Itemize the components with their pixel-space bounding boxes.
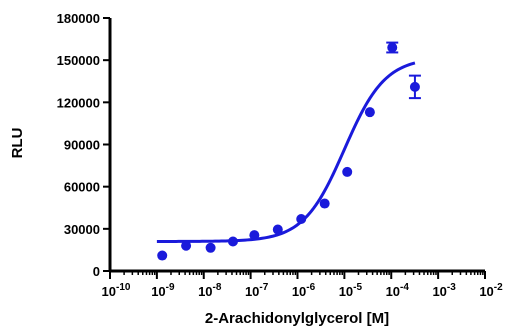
x-tick-label: 10-4: [386, 282, 410, 299]
x-axis-title: 2-Arachidonylglycerol [M]: [205, 310, 389, 327]
x-tick-base: 10: [386, 284, 400, 299]
data-point: [272, 224, 283, 235]
x-tick-base: 10: [292, 284, 306, 299]
data-point: [205, 242, 216, 253]
x-tick-exponent: -8: [213, 282, 222, 293]
y-tick-group: 0 30000 60000 90000 120000 150000 180000: [57, 11, 110, 279]
data-point: [227, 236, 238, 247]
x-tick-base: 10: [245, 284, 259, 299]
y-axis-title: RLU: [9, 128, 26, 159]
data-point: [342, 166, 353, 177]
y-tick-label: 60000: [64, 180, 100, 195]
x-tick-base: 10: [151, 284, 165, 299]
data-point: [409, 81, 420, 92]
x-tick-label: 10-9: [151, 282, 175, 299]
x-tick-label: 10-8: [198, 282, 222, 299]
data-point: [249, 230, 260, 241]
x-tick-label: 10-3: [432, 282, 456, 299]
y-tick-label: 90000: [64, 138, 100, 153]
data-points: [157, 41, 421, 261]
fit-curve: [156, 61, 416, 243]
data-point: [296, 213, 307, 224]
x-tick-label: 10-6: [292, 282, 316, 299]
x-tick-exponent: -2: [494, 282, 503, 293]
x-tick-label: 10-7: [245, 282, 269, 299]
x-tick-exponent: -7: [259, 282, 268, 293]
x-tick-base: 10: [479, 284, 493, 299]
x-axis: 10-10 10-9 10-8 10-7 10-6 10-5 10-4 10-3 10-2: [102, 269, 503, 299]
data-point: [181, 240, 192, 251]
x-tick-exponent: -10: [116, 282, 131, 293]
y-tick-label: 120000: [57, 95, 100, 110]
data-point: [387, 42, 398, 53]
x-tick-label: 10-10: [102, 282, 131, 299]
x-tick-base: 10: [339, 284, 353, 299]
x-tick-label: 10-2: [479, 282, 503, 299]
x-tick-group: 10-10 10-9 10-8 10-7 10-6 10-5 10-4 10-3 10-2: [102, 271, 503, 299]
x-tick-label: 10-5: [339, 282, 363, 299]
x-tick-base: 10: [102, 284, 116, 299]
y-tick-label: 0: [93, 264, 100, 279]
y-tick-label: 150000: [57, 53, 100, 68]
x-tick-exponent: -9: [166, 282, 175, 293]
x-tick-exponent: -3: [447, 282, 456, 293]
data-point: [157, 250, 168, 261]
y-tick-label: 180000: [57, 11, 100, 26]
data-point: [364, 107, 375, 118]
y-axis: 0 30000 60000 90000 120000 150000 180000: [57, 11, 112, 279]
plot-area: [156, 41, 421, 261]
x-tick-base: 10: [198, 284, 212, 299]
x-tick-exponent: -5: [353, 282, 362, 293]
x-tick-exponent: -6: [306, 282, 315, 293]
x-tick-exponent: -4: [400, 282, 409, 293]
y-tick-label: 30000: [64, 222, 100, 237]
data-point: [319, 198, 330, 209]
x-tick-base: 10: [432, 284, 446, 299]
